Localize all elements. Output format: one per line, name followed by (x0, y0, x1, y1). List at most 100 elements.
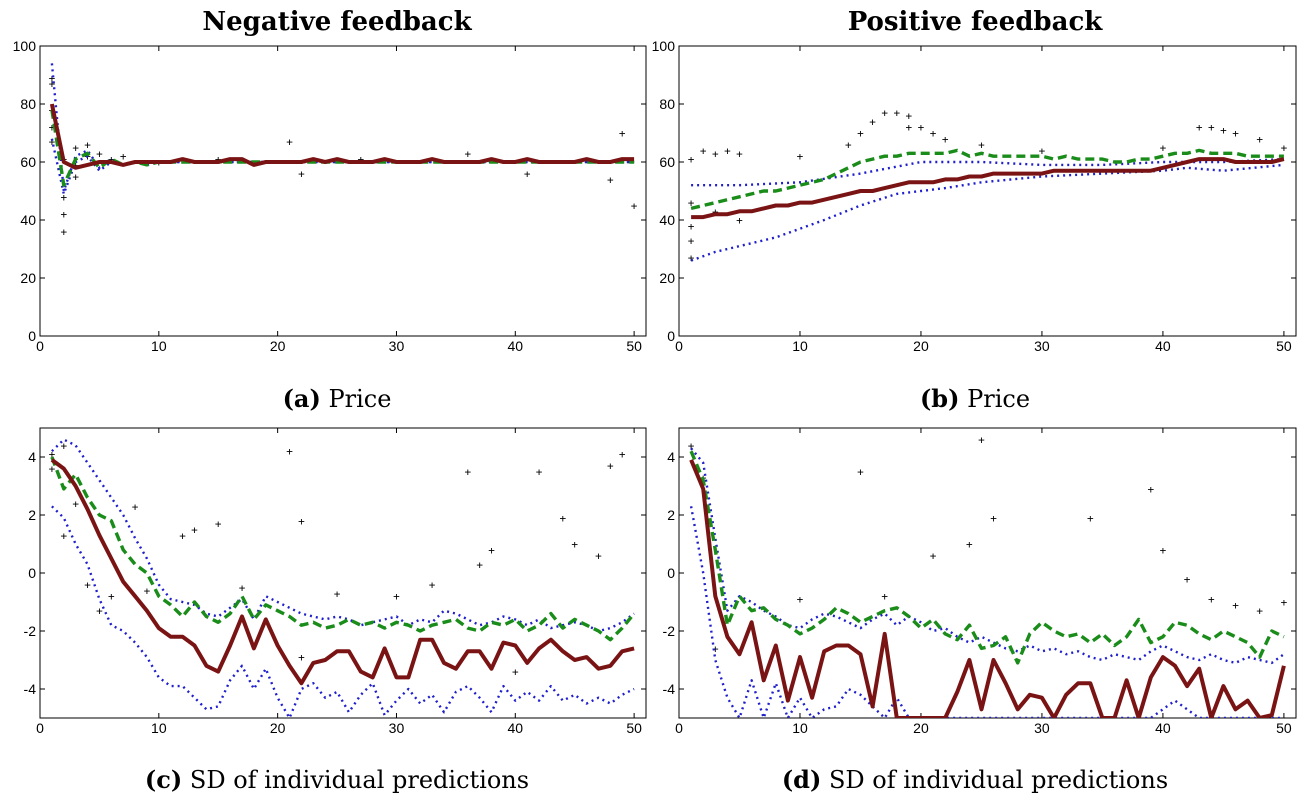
series-solid-line (689, 459, 1286, 718)
series-dotted-line (50, 63, 635, 193)
scatter-point: + (1232, 599, 1239, 612)
x-tick-label: 40 (1155, 338, 1171, 354)
series-dashed-line (50, 109, 635, 187)
y-tick-label: 100 (13, 38, 37, 54)
scatter-point: + (334, 587, 341, 600)
scatter-point: + (49, 78, 56, 91)
scatter-point: + (108, 153, 115, 166)
series-dotted-line (50, 138, 635, 196)
scatter-point: + (930, 127, 937, 140)
scatter-point: + (1256, 133, 1263, 146)
scatter-point: + (298, 651, 305, 664)
scatter-point: + (536, 466, 543, 479)
scatter-point: + (619, 127, 626, 140)
plot-area: ++++++++++ +++++ + ++ (688, 434, 1288, 718)
scatter-point: + (893, 107, 900, 120)
scatter-point: + (797, 593, 804, 606)
x-tick-label: 0 (675, 338, 683, 354)
x-tick-label: 10 (792, 338, 808, 354)
y-tick-label: 20 (659, 270, 675, 286)
caption-a-label: (a) (283, 384, 321, 413)
scatter-point: + (631, 200, 638, 213)
scatter-point: + (239, 582, 246, 595)
scatter-point: + (393, 590, 400, 603)
y-tick-label: 20 (20, 270, 36, 286)
scatter-point: + (869, 115, 876, 128)
scatter-point: + (1208, 593, 1215, 606)
scatter-point: + (712, 642, 719, 655)
x-tick-label: 30 (389, 720, 405, 736)
scatter-point: + (1160, 142, 1167, 155)
scatter-point: + (797, 150, 804, 163)
x-tick-label: 10 (151, 720, 167, 736)
caption-b-label: (b) (920, 384, 960, 413)
scatter-point: + (60, 191, 67, 204)
scatter-point: + (607, 173, 614, 186)
scatter-point: + (108, 590, 115, 603)
y-tick-label: 0 (667, 328, 675, 344)
scatter-point: + (49, 448, 56, 461)
scatter-point: + (688, 439, 695, 452)
scatter-point: + (60, 226, 67, 239)
caption-c-text: SD of individual predictions (190, 766, 529, 794)
scatter-point: + (918, 121, 925, 134)
scatter-point: + (906, 110, 913, 123)
scatter-point: + (464, 466, 471, 479)
plot-area: ++++++++++++++ + + + + ++++ ++ +++ (49, 63, 638, 239)
scatter-point: + (1281, 596, 1288, 609)
scatter-point: + (619, 448, 626, 461)
column-title-positive: Positive feedback (848, 7, 1104, 37)
scatter-point: + (72, 171, 79, 184)
scatter-point: + (560, 512, 567, 525)
scatter-point: + (1160, 544, 1167, 557)
scatter-point: + (358, 153, 365, 166)
caption-a: (a) Price (283, 384, 392, 413)
scatter-point: + (49, 136, 56, 149)
x-tick-label: 0 (36, 338, 44, 354)
x-tick-label: 10 (151, 338, 167, 354)
scatter-point: + (179, 529, 186, 542)
scatter-point: + (712, 147, 719, 160)
scatter-point: + (512, 666, 519, 679)
y-tick-label: 60 (659, 154, 675, 170)
scatter-point: + (1039, 144, 1046, 157)
scatter-point: + (607, 460, 614, 473)
scatter-point: + (990, 512, 997, 525)
y-tick-label: 4 (28, 449, 36, 465)
y-tick-label: 0 (28, 565, 36, 581)
scatter-point: + (72, 159, 79, 172)
y-tick-label: -4 (24, 681, 37, 697)
scatter-point: + (857, 127, 864, 140)
scatter-point: + (857, 466, 864, 479)
caption-d-text: SD of individual predictions (829, 766, 1168, 794)
series-dotted-line (691, 157, 1284, 187)
y-tick-label: 4 (667, 449, 675, 465)
series-solid-line (691, 157, 1285, 220)
x-tick-label: 20 (913, 338, 929, 354)
scatter-point: + (688, 234, 695, 247)
series-dotted-line (51, 438, 635, 633)
scatter-point: + (724, 144, 731, 157)
scatter-point: + (688, 252, 695, 265)
series-dashed-line (689, 450, 1285, 665)
plot-frame (678, 427, 1297, 719)
scatter-point: + (476, 558, 483, 571)
y-tick-label: 2 (667, 507, 675, 523)
plot-area: + + + + + + + + + + + + + + + + + + + + + + + + + + + + + + + (688, 107, 1288, 265)
x-tick-label: 40 (1155, 720, 1171, 736)
scatter-point: + (524, 168, 531, 181)
scatter-point: + (429, 579, 436, 592)
scatter-point: + (966, 538, 973, 551)
caption-c: (c) SD of individual predictions (145, 765, 529, 794)
x-tick-label: 50 (1276, 720, 1292, 736)
scatter-point: + (1148, 483, 1155, 496)
scatter-point: + (700, 144, 707, 157)
x-tick-label: 40 (508, 720, 524, 736)
scatter-point: + (144, 584, 151, 597)
scatter-point: + (191, 524, 198, 537)
x-tick-label: 30 (1034, 338, 1050, 354)
scatter-point: + (978, 139, 985, 152)
y-tick-label: 0 (667, 565, 675, 581)
scatter-point: + (736, 147, 743, 160)
